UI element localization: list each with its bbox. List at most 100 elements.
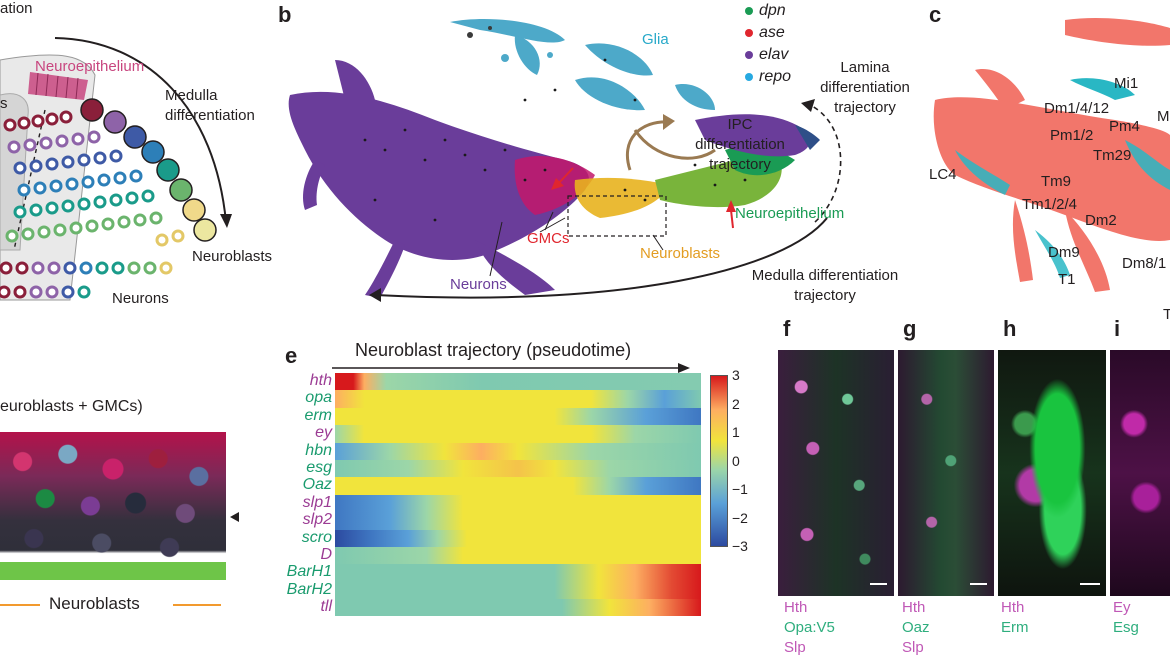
- colorbar-tick: 0: [732, 452, 740, 469]
- panel-i-image: [1110, 350, 1170, 596]
- panel-c-label-t1: T1: [1058, 271, 1076, 288]
- panel-g-image: [898, 350, 994, 596]
- heatmap: [335, 373, 701, 617]
- legend-dot-icon: [745, 73, 753, 81]
- panel-a-neurons-label: Neurons: [112, 290, 169, 307]
- panel-g-label-3: Slp: [902, 639, 924, 656]
- heatmap-row-slp2: [335, 512, 701, 530]
- panel-c-label-tm9: Tm9: [1041, 173, 1071, 190]
- heatmap-row-oaz: [335, 477, 701, 495]
- panel-g-label-2: Oaz: [902, 619, 930, 636]
- panel-c-label-tm29: Tm29: [1093, 147, 1132, 164]
- panel-b-umap: [288, 19, 842, 302]
- legend-dot-icon: [745, 51, 753, 59]
- legend-entry-repo: repo: [745, 66, 855, 88]
- panel-c-label-m: M: [1157, 108, 1170, 125]
- heatmap-row-scro: [335, 529, 701, 547]
- heatmap-row-slp1: [335, 494, 701, 513]
- panel-b-lamina-label: Lamina differentiation trajectory: [820, 59, 910, 116]
- gene-label-barh2: BarH2: [286, 580, 332, 598]
- panel-e: e Neuroblast trajectory (pseudotime) hth…: [280, 335, 760, 659]
- heatmap-row-erm: [335, 407, 701, 426]
- gene-label-slp1: slp1: [302, 493, 332, 511]
- panel-b-neurons-label: Neurons: [450, 276, 507, 293]
- panel-i-label-1: Ey: [1113, 599, 1131, 616]
- colorbar-tick: −3: [732, 538, 748, 554]
- panel-g-scale-bar: [970, 583, 987, 585]
- panel-h: h Hth Erm: [998, 312, 1108, 659]
- panel-c-label-lc4: LC4: [929, 166, 957, 183]
- colorbar-tick: 2: [732, 395, 740, 412]
- panel-b-medulla-label: Medulla differentiation trajectory: [751, 267, 899, 304]
- heatmap-row-tll: [335, 599, 701, 617]
- colorbar: [710, 375, 728, 547]
- panel-e-title-arrow: [332, 363, 690, 373]
- colorbar-tick: 3: [732, 367, 740, 383]
- gene-label-barh1: BarH1: [286, 563, 332, 581]
- panel-c-label-pm12: Pm1/2: [1050, 127, 1094, 144]
- panel-a-diagram: [0, 37, 232, 301]
- panel-d: euroblasts + GMCs) Neuroblasts: [0, 390, 260, 630]
- panel-c-letter: c: [929, 2, 942, 27]
- panel-b-neuroblasts-label: Neuroblasts: [640, 245, 721, 262]
- panel-h-image: [998, 350, 1106, 596]
- legend-entry-ase: ase: [745, 22, 855, 44]
- panel-h-scale-bar: [1080, 583, 1100, 585]
- panel-f-image: [778, 350, 894, 596]
- panel-a-left-fragment: s: [0, 95, 8, 112]
- heatmap-row-barh2: [335, 581, 701, 600]
- heatmap-row-esg: [335, 459, 701, 478]
- legend-dot-icon: [745, 7, 753, 15]
- panel-c-label-t: T: [1163, 306, 1170, 323]
- panel-f-scale-bar: [870, 583, 887, 585]
- gene-label-d: D: [320, 546, 332, 564]
- legend-entry-elav: elav: [745, 44, 855, 66]
- panel-a-title-fragment: ation: [0, 0, 33, 17]
- panel-a: ation s Neuroepithelium Medulla differen…: [0, 0, 290, 310]
- gene-label-hth: hth: [309, 372, 332, 389]
- panel-e-title: Neuroblast trajectory (pseudotime): [355, 340, 632, 360]
- legend-entry-dpn: dpn: [745, 0, 855, 22]
- gene-label-slp2: slp2: [302, 511, 332, 529]
- panel-d-image: [0, 432, 226, 580]
- panel-f-label-2: Opa:V5: [784, 619, 835, 636]
- panel-c-label-tm124: Tm1/2/4: [1022, 196, 1078, 213]
- heatmap-row-hth: [335, 373, 701, 391]
- colorbar-tick: −2: [732, 509, 748, 526]
- panel-c-label-dm1412: Dm1/4/12: [1044, 100, 1110, 117]
- heatmap-row-hbn: [335, 442, 701, 460]
- panel-c-label-dm2: Dm2: [1085, 212, 1117, 229]
- panel-d-arrowhead-icon: [230, 512, 239, 522]
- panel-a-neuroepithelium-label: Neuroepithelium: [35, 58, 145, 75]
- panel-c-label-dm9: Dm9: [1048, 244, 1080, 261]
- panel-d-neuroblasts-label: Neuroblasts: [49, 594, 140, 613]
- panel-e-letter: e: [285, 343, 298, 368]
- panel-g-letter: g: [903, 316, 917, 341]
- panel-h-label-1: Hth: [1001, 599, 1025, 616]
- gene-label-esg: esg: [306, 459, 332, 477]
- gene-label-oaz: Oaz: [302, 476, 332, 494]
- panel-f-label-3: Slp: [784, 639, 806, 656]
- panel-h-label-2: Erm: [1001, 619, 1029, 636]
- colorbar-tick: −1: [732, 481, 748, 497]
- gene-label-erm: erm: [304, 406, 332, 424]
- gene-label-scro: scro: [301, 528, 332, 546]
- panel-b: b: [275, 0, 915, 320]
- panel-b-gmcs-label: GMCs: [527, 230, 570, 247]
- panel-a-neuroblasts-label: Neuroblasts: [192, 248, 273, 265]
- umap-legend: dpn ase elav repo: [745, 0, 855, 88]
- gene-label-ey: ey: [315, 424, 332, 442]
- heatmap-row-ey: [335, 425, 701, 443]
- panel-b-ipc-label: IPC differentiation trajectory: [695, 116, 785, 173]
- panel-c-label-mi1: Mi1: [1114, 75, 1139, 92]
- panel-f-label-1: Hth: [784, 599, 808, 616]
- gene-label-column: hth opa erm ey hbn esg Oaz slp1 slp2 scr…: [280, 372, 332, 616]
- panel-c-umap: [933, 17, 1170, 292]
- panel-d-line-right: [173, 604, 221, 606]
- heatmap-row-d: [335, 546, 701, 565]
- panel-g: g Hth Oaz Slp: [898, 312, 996, 659]
- panel-i: i Ey Esg: [1110, 312, 1170, 659]
- panel-c: c Mi1 Dm1/4/12 Pm1/2 Pm4 Tm29 LC4 Tm9 Tm…: [915, 0, 1170, 323]
- panel-c-label-pm4: Pm4: [1109, 118, 1140, 135]
- heatmap-row-opa: [335, 390, 701, 408]
